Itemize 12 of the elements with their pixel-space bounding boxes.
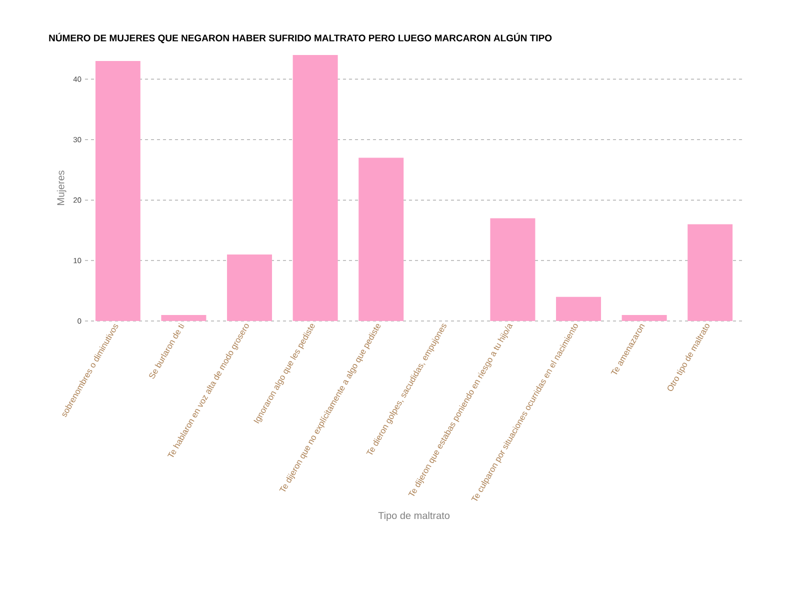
x-axis-title: Tipo de maltrato — [378, 512, 450, 522]
bar — [556, 296, 602, 321]
bar — [622, 314, 667, 321]
bar — [292, 55, 338, 321]
chart-title: NÚMERO DE MUJERES QUE NEGARON HABER SUFRIDO MALTRATO PERO LUEGO MARCARON ALGÚN TIPO — [49, 32, 552, 44]
y-axis-title: Mujeres — [56, 170, 66, 205]
bar — [227, 254, 272, 321]
bar — [358, 158, 404, 321]
bar — [490, 218, 536, 321]
bar — [95, 61, 140, 321]
bar — [688, 224, 733, 321]
bar — [161, 314, 206, 321]
